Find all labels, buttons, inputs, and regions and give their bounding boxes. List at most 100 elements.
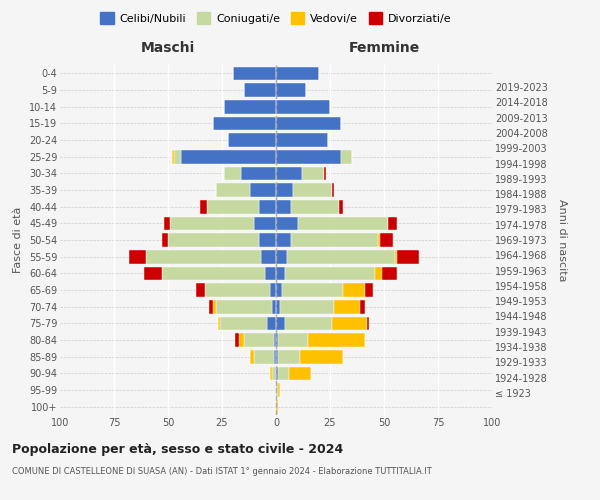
Bar: [265, 266, 276, 280]
Bar: [276, 66, 319, 80]
Bar: [388, 216, 397, 230]
Bar: [332, 316, 367, 330]
Bar: [276, 400, 278, 413]
Bar: [276, 116, 341, 130]
Bar: [276, 366, 278, 380]
Bar: [276, 150, 341, 164]
Bar: [302, 166, 323, 180]
Bar: [377, 233, 380, 247]
Bar: [338, 200, 343, 213]
Text: Maschi: Maschi: [141, 41, 195, 55]
Bar: [276, 350, 278, 364]
Bar: [291, 200, 338, 213]
Bar: [276, 300, 280, 314]
Y-axis label: Anni di nascita: Anni di nascita: [557, 198, 567, 281]
Bar: [276, 166, 302, 180]
Bar: [241, 166, 276, 180]
Legend: Celibi/Nubili, Coniugati/e, Vedovi/e, Divorziati/e: Celibi/Nubili, Coniugati/e, Vedovi/e, Di…: [96, 8, 456, 28]
Bar: [254, 216, 276, 230]
Bar: [220, 316, 268, 330]
Bar: [274, 350, 276, 364]
Bar: [200, 200, 207, 213]
Bar: [276, 133, 328, 147]
Bar: [300, 350, 343, 364]
Bar: [367, 316, 369, 330]
Bar: [261, 250, 276, 264]
Bar: [269, 283, 276, 297]
Bar: [293, 183, 332, 197]
Bar: [268, 316, 276, 330]
Bar: [233, 66, 276, 80]
Bar: [207, 200, 259, 213]
Bar: [276, 233, 291, 247]
Bar: [276, 100, 330, 114]
Bar: [360, 300, 365, 314]
Bar: [224, 100, 276, 114]
Bar: [161, 266, 265, 280]
Y-axis label: Fasce di età: Fasce di età: [13, 207, 23, 273]
Bar: [161, 233, 168, 247]
Bar: [229, 133, 276, 147]
Bar: [250, 350, 254, 364]
Bar: [144, 266, 161, 280]
Bar: [146, 250, 261, 264]
Bar: [397, 250, 419, 264]
Bar: [278, 366, 289, 380]
Bar: [298, 216, 388, 230]
Bar: [224, 166, 241, 180]
Bar: [278, 333, 308, 347]
Bar: [172, 150, 175, 164]
Bar: [308, 333, 365, 347]
Bar: [276, 216, 298, 230]
Bar: [323, 166, 326, 180]
Bar: [129, 250, 146, 264]
Bar: [365, 283, 373, 297]
Text: Femmine: Femmine: [349, 41, 419, 55]
Bar: [276, 383, 278, 397]
Bar: [289, 366, 311, 380]
Bar: [274, 333, 276, 347]
Bar: [244, 333, 274, 347]
Bar: [278, 383, 280, 397]
Bar: [291, 233, 377, 247]
Bar: [276, 266, 284, 280]
Bar: [209, 300, 214, 314]
Bar: [181, 150, 276, 164]
Bar: [332, 183, 334, 197]
Bar: [250, 183, 276, 197]
Bar: [254, 350, 274, 364]
Bar: [280, 300, 334, 314]
Bar: [259, 200, 276, 213]
Bar: [214, 300, 215, 314]
Bar: [170, 216, 254, 230]
Bar: [276, 200, 291, 213]
Bar: [287, 250, 395, 264]
Text: Popolazione per età, sesso e stato civile - 2024: Popolazione per età, sesso e stato civil…: [12, 442, 343, 456]
Bar: [382, 266, 397, 280]
Bar: [205, 283, 269, 297]
Bar: [283, 283, 343, 297]
Bar: [269, 366, 272, 380]
Bar: [218, 316, 220, 330]
Bar: [175, 150, 181, 164]
Bar: [276, 283, 283, 297]
Bar: [343, 283, 365, 297]
Bar: [284, 266, 376, 280]
Bar: [276, 183, 293, 197]
Bar: [214, 116, 276, 130]
Bar: [380, 233, 392, 247]
Bar: [284, 316, 332, 330]
Bar: [341, 150, 352, 164]
Bar: [235, 333, 239, 347]
Bar: [164, 216, 170, 230]
Bar: [276, 250, 287, 264]
Bar: [376, 266, 382, 280]
Bar: [276, 83, 306, 97]
Bar: [215, 300, 272, 314]
Bar: [272, 300, 276, 314]
Bar: [215, 183, 250, 197]
Bar: [334, 300, 360, 314]
Text: COMUNE DI CASTELLEONE DI SUASA (AN) - Dati ISTAT 1° gennaio 2024 - Elaborazione : COMUNE DI CASTELLEONE DI SUASA (AN) - Da…: [12, 468, 432, 476]
Bar: [259, 233, 276, 247]
Bar: [168, 233, 259, 247]
